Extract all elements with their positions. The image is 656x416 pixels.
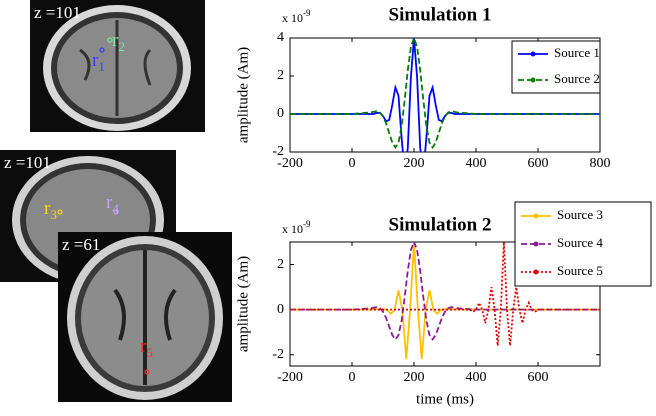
y-tick-label: 0 <box>277 302 284 317</box>
x-tick-label: 200 <box>404 370 425 385</box>
x-tick-label: 0 <box>349 156 356 171</box>
legend-label: Source 5 <box>557 263 603 278</box>
x-tick-label: 400 <box>466 156 487 171</box>
y-tick-label: 2 <box>277 68 284 83</box>
image-label: z =101 <box>34 3 81 22</box>
x-axis-label: time (ms) <box>416 391 474 407</box>
y-tick-label: 4 <box>277 30 284 45</box>
region-subscript: 5 <box>146 345 153 360</box>
x-tick-label: 400 <box>466 370 487 385</box>
x-tick-label: 600 <box>528 156 549 171</box>
multiplier: x 10-9 <box>282 219 311 236</box>
y-axis-label: amplitude (Am) <box>235 256 251 352</box>
region-subscript: 4 <box>112 201 119 216</box>
figure: z =101r1r2z =101r3r4z =61r5Simulation 1x… <box>0 0 656 416</box>
multiplier-exponent: -9 <box>303 219 311 229</box>
chart-title: Simulation 2 <box>389 214 492 235</box>
mri-image-3 <box>58 232 232 402</box>
region-subscript: 3 <box>50 207 57 222</box>
x-tick-label: -200 <box>277 370 303 385</box>
legend-label: Source 4 <box>557 235 603 250</box>
legend-marker <box>534 270 539 275</box>
y-tick-label: -2 <box>272 144 284 159</box>
y-tick-label: 0 <box>277 106 284 121</box>
legend-marker <box>531 52 536 57</box>
region-subscript: 2 <box>118 39 125 54</box>
chart-title: Simulation 1 <box>389 4 492 25</box>
multiplier-exponent: -9 <box>303 8 311 18</box>
y-tick-label: 2 <box>277 257 284 272</box>
legend-label: Source 2 <box>554 71 600 86</box>
x-tick-label: 200 <box>404 156 425 171</box>
multiplier: x 10-9 <box>282 8 311 25</box>
region-subscript: 1 <box>98 59 105 74</box>
legend-label: Source 1 <box>554 45 600 60</box>
y-tick-label: -2 <box>272 347 284 362</box>
x-tick-label: 0 <box>349 370 356 385</box>
x-tick-label: 800 <box>590 156 611 171</box>
legend-marker <box>531 78 536 83</box>
multiplier-base: x 10 <box>282 222 303 236</box>
multiplier-base: x 10 <box>282 11 303 25</box>
page: z =101r1r2z =101r3r4z =61r5Simulation 1x… <box>0 0 656 416</box>
image-label: z =101 <box>4 153 51 172</box>
y-axis-label: amplitude (Am) <box>235 47 251 143</box>
image-label: z =61 <box>62 235 100 254</box>
legend-marker <box>534 242 539 247</box>
legend-label: Source 3 <box>557 207 603 222</box>
legend-marker <box>534 214 539 219</box>
x-tick-label: 600 <box>528 370 549 385</box>
